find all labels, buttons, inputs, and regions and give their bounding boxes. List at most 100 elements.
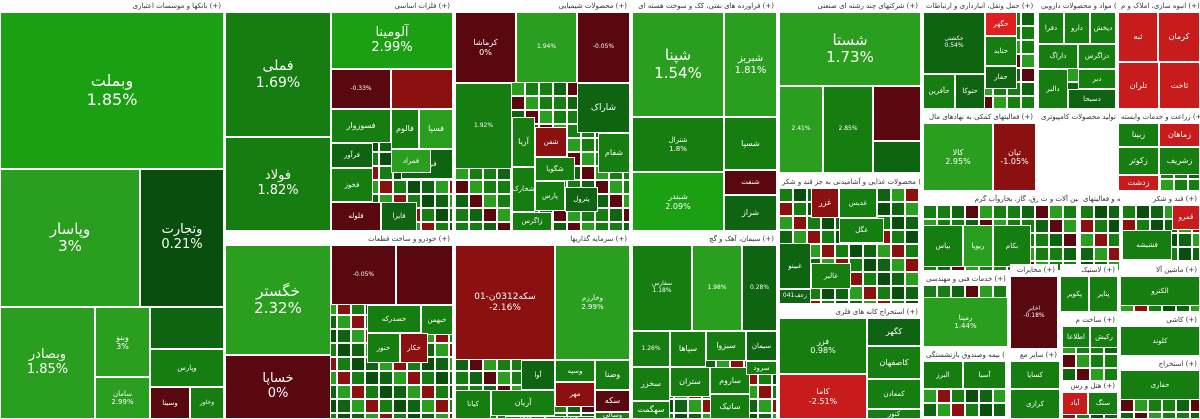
stock-tile[interactable]: خگستر 2.32% <box>225 245 331 355</box>
stock-tile[interactable]: سهگمت <box>632 401 670 419</box>
stock-tile[interactable]: دزاگرس <box>1078 44 1116 69</box>
stock-tile[interactable]: زماهان <box>1159 123 1200 147</box>
stock-tile[interactable]: -0.05% <box>577 12 630 83</box>
stock-tile[interactable]: کگهر <box>867 318 921 346</box>
sector[interactable]: سیمان، آهک و گچ (+) سفارس 1.18% 1.98% 0.28% س… <box>632 233 777 419</box>
stock-tile[interactable]: کرماشا 0% <box>455 12 516 83</box>
stock-tile[interactable]: زدشت <box>1118 175 1159 191</box>
sector-header[interactable]: انبوه سازی، املاک و م (+) <box>1118 0 1200 12</box>
stock-tile[interactable]: وتجارت 0.21% <box>140 169 224 307</box>
stock-tile[interactable]: زاگرس <box>512 212 552 231</box>
stock-tile[interactable]: کنور <box>867 409 921 419</box>
sector[interactable]: رایانه و فعالیتهای (+) <box>1080 193 1120 271</box>
stock-tile[interactable]: ثاخت <box>1159 62 1200 109</box>
stock-tile[interactable]: 1.98% <box>692 245 742 331</box>
sector-header[interactable]: لاستیک (+) <box>1060 264 1118 276</box>
stock-tile[interactable]: فلوله <box>331 202 381 231</box>
sector[interactable]: هتل و رس (+) آباد سنگ <box>1062 380 1118 419</box>
stock-tile[interactable]: فخوز <box>331 168 373 202</box>
sector[interactable]: محصولات شیمیایی (+) کرماشا 0% 1.94% -0.05% شا… <box>455 0 630 231</box>
stock-tile[interactable]: سامان 2.99% <box>95 377 150 419</box>
sector[interactable]: شرکتهای چند رشته ای صنعتی (+) شستا 1.73% 2.… <box>779 0 921 174</box>
sector[interactable]: سرمایه گذاریها (+) سکه0312ن-01 -2.16% وخارز… <box>455 233 630 419</box>
stock-tile[interactable]: 2.85% <box>823 86 873 173</box>
stock-tile[interactable]: وبنو 3% <box>95 307 150 377</box>
stock-tile[interactable]: رکیش <box>1090 326 1118 348</box>
sector-header[interactable]: بانکها و موسسات اعتباری (+) <box>0 0 224 12</box>
stock-tile[interactable]: 0.28% <box>742 245 777 331</box>
sector[interactable]: فلزات اساسی (+) فملی 1.69% آلومینا 2.99% فولا… <box>225 0 453 231</box>
stock-tile[interactable]: تیان -1.05% <box>993 123 1036 191</box>
stock-tile[interactable]: فایرا <box>381 202 417 231</box>
sector-header[interactable]: کاشی (+) <box>1120 314 1200 326</box>
stock-tile[interactable]: سخزر <box>632 367 670 401</box>
stock-tile[interactable]: کرمان <box>1158 12 1200 62</box>
sector-header[interactable]: قند و شکر (+) <box>1122 193 1200 205</box>
stock-tile[interactable]: فمراد <box>391 149 431 173</box>
sector-header[interactable]: خودرو و ساخت قطعات (+) <box>225 233 453 245</box>
sector[interactable]: استخراج کانه های فلزی (+) کگهر فزر 0.98% کاص… <box>779 306 921 419</box>
stock-tile[interactable]: شاراک <box>577 83 630 133</box>
stock-tile[interactable]: وپارس <box>150 349 224 387</box>
stock-tile[interactable]: شخارک <box>512 167 535 212</box>
sector[interactable]: ماشین آلات و ت (+) <box>1038 193 1078 203</box>
stock-tile[interactable]: دسبحا <box>1068 89 1116 109</box>
stock-tile[interactable]: ستران <box>670 367 710 397</box>
sector[interactable]: مخابرات (+) اخابر -0.18% <box>1010 264 1058 349</box>
stock-tile[interactable]: وسالی <box>595 412 630 419</box>
sector-header[interactable]: سیمان، آهک و گچ (+) <box>632 233 777 245</box>
stock-tile[interactable]: کاما -2.51% <box>779 374 867 419</box>
stock-tile[interactable]: قمرو <box>1172 205 1200 230</box>
stock-tile[interactable]: سکه0312ن-01 -2.16% <box>455 245 555 360</box>
stock-tile[interactable]: شفام <box>598 133 630 173</box>
stock-tile[interactable]: آریا <box>512 117 535 167</box>
stock-tile[interactable]: خصدرکه <box>367 305 421 333</box>
stock-tile[interactable]: قشیشه <box>1122 230 1172 260</box>
stock-tile[interactable]: 1.92% <box>455 83 512 169</box>
stock-tile[interactable]: وخارزم 2.99% <box>555 245 630 360</box>
sector[interactable]: ماشین آلا (+) الکترو <box>1120 264 1200 312</box>
stock-tile[interactable]: 2.41% <box>779 86 823 173</box>
stock-tile[interactable]: زعف041 <box>779 289 811 304</box>
stock-tile[interactable]: کساپا <box>1010 361 1060 389</box>
stock-tile[interactable]: کمعادن <box>867 379 921 409</box>
sector-header[interactable]: مخابرات (+) <box>1010 264 1058 276</box>
sector-header[interactable]: حمل ونقل، انبارداری و ارتباطات (+) <box>923 0 1036 12</box>
stock-tile[interactable]: 1.94% <box>516 12 577 83</box>
sector-header[interactable]: فعالیتهای کمکی به نهادهای مال (+) <box>923 111 1036 123</box>
stock-tile[interactable]: سفارس 1.18% <box>632 245 692 331</box>
stock-tile[interactable]: حتوکا <box>955 74 985 109</box>
stock-tile[interactable]: وصنا <box>595 360 630 390</box>
stock-tile[interactable]: ساتیک <box>710 394 750 419</box>
sector-header[interactable]: سرمایه گذاریها (+) <box>455 233 630 245</box>
stock-tile[interactable]: وخاور <box>190 387 224 419</box>
stock-tile[interactable]: کرازی <box>1010 389 1060 419</box>
stock-tile[interactable]: سپاها <box>670 331 706 367</box>
stock-tile[interactable]: وبصادر 1.85% <box>0 307 95 419</box>
stock-tile[interactable]: دفرا <box>1038 12 1064 44</box>
stock-tile[interactable]: پترول <box>565 187 598 212</box>
sector-header[interactable]: فراورده های نفتی، کک و سوخت هسته ای (+) <box>632 0 777 12</box>
stock-tile[interactable]: حفاری <box>1120 370 1200 400</box>
stock-tile[interactable]: ثبه <box>1118 12 1158 62</box>
sector[interactable]: فعالیتهای کمکی به نهادهای مال (+) کالا 2.9… <box>923 111 1036 191</box>
stock-tile[interactable]: پکویر <box>1060 276 1089 312</box>
stock-tile[interactable]: اطلاعا <box>1062 326 1090 348</box>
stock-tile[interactable]: دارو <box>1064 12 1090 44</box>
stock-tile[interactable]: خنور <box>367 333 400 363</box>
sector-header[interactable]: تولید محصولات کامپیوتری (+) <box>1038 111 1120 121</box>
sector[interactable]: فراورده های نفتی، کک و سوخت هسته ای (+) ش… <box>632 0 777 231</box>
stock-tile[interactable]: غالبر <box>811 263 851 289</box>
stock-tile[interactable]: فولاد 1.82% <box>225 137 331 231</box>
stock-tile[interactable]: وپاسار 3% <box>0 169 140 307</box>
sector-header[interactable]: استخراج (+) <box>1120 358 1200 370</box>
stock-tile[interactable]: مهر <box>555 382 595 407</box>
sector-header[interactable]: سایر مع (+) <box>1010 349 1060 361</box>
sector[interactable]: حمل ونقل، انبارداری و ارتباطات (+) حکشتی 0… <box>923 0 1036 109</box>
sector[interactable]: کاشی (+) کلوند <box>1120 314 1200 356</box>
stock-tile[interactable]: غدیس <box>839 188 877 218</box>
stock-tile[interactable]: داراگ <box>1038 44 1078 69</box>
stock-tile[interactable]: آسیا <box>963 361 1006 389</box>
sector-header[interactable]: بیمه وصندوق بازنشستگی (+) <box>923 349 1006 361</box>
stock-tile[interactable]: فرآور <box>331 143 373 168</box>
